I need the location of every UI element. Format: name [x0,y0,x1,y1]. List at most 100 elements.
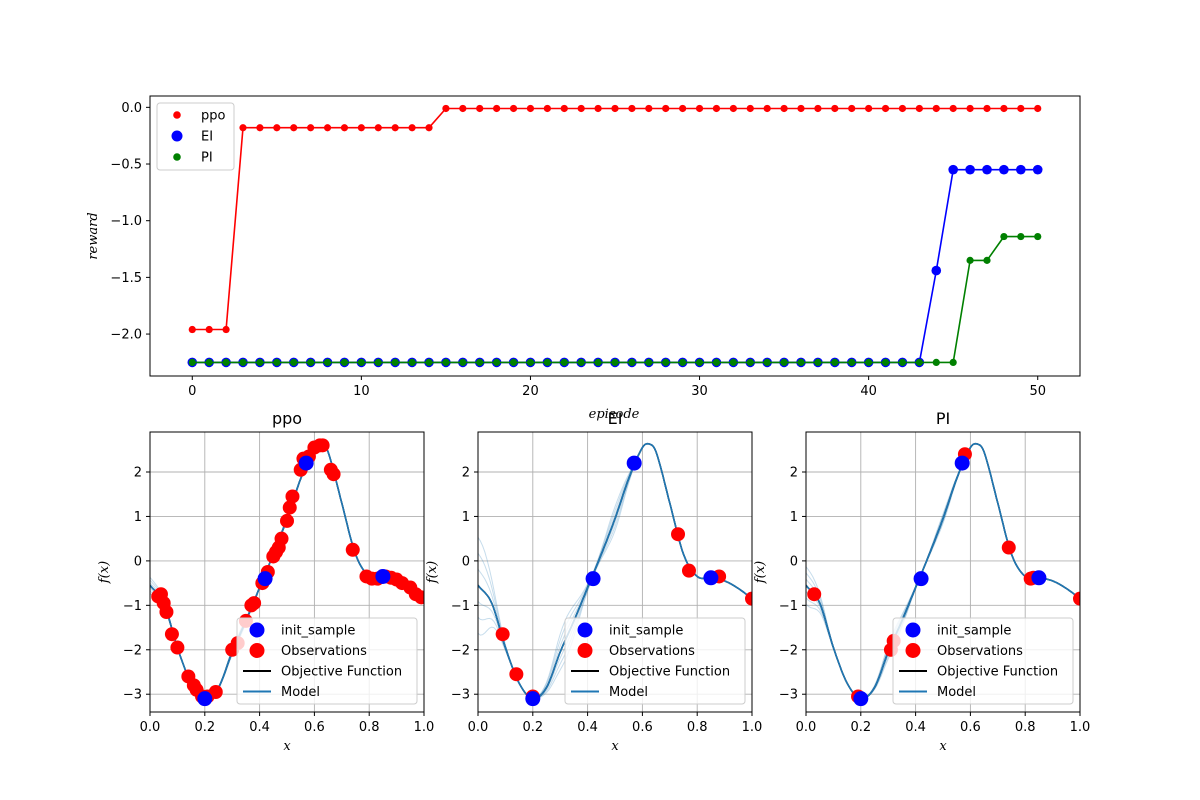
x-tick-label: 50 [1029,384,1046,399]
legend-marker-observations [249,643,265,658]
data-point-PI [662,358,670,366]
data-point-ppo [797,104,805,113]
data-point-ppo [746,104,754,113]
plot-area [150,438,424,707]
y-axis-label: f(x) [97,561,112,584]
x-tick-label: 10 [353,384,370,399]
data-point-ppo [205,325,213,334]
y-tick-label: −2 [451,643,470,658]
data-point-PI [628,358,636,366]
legend: init_sample Observations Objective Functio… [236,617,418,705]
reward-chart: 0 10 20 30 40 50 0.0 −0.5 −1.0 −1.5 −2.0 episode rew… [86,95,1081,422]
x-tick-label: 0.0 [468,720,489,735]
data-point-PI [374,358,382,366]
data-point-PI [645,358,653,366]
observation-point [509,667,524,682]
data-point-PI [949,358,957,366]
data-point-EI [965,164,975,175]
legend: init_sample Observations Objective Functio… [892,617,1074,705]
init-sample-point [298,455,314,471]
legend-label-EI: EI [201,130,213,145]
legend-label: init_sample [281,624,355,639]
init-sample-point [197,691,213,707]
data-point-PI [848,358,856,366]
observation-point [1001,540,1016,555]
data-point-PI [797,358,805,366]
legend-box [156,102,235,171]
data-point-PI [915,358,923,366]
data-point-PI [611,358,619,366]
y-tick-label: 2 [134,466,142,481]
data-point-ppo [273,124,281,132]
data-point-ppo [662,104,670,113]
observation-point [208,685,223,699]
data-point-ppo [898,104,907,113]
y-tick-label: −3 [451,688,470,703]
x-axis-label: episode [589,407,640,422]
data-point-ppo [188,325,196,334]
data-point-ppo [1034,104,1042,113]
data-point-PI [695,358,704,366]
legend-label: Model [609,685,648,700]
data-point-ppo [340,124,349,132]
x-tick-label: 0.2 [194,720,215,735]
observation-point [164,627,179,642]
data-point-ppo [966,104,974,113]
data-point-PI [1000,232,1008,241]
data-point-PI [560,358,568,366]
plot-frame [477,431,753,713]
observation-point [170,640,185,655]
observation-point [681,563,696,578]
data-point-ppo [983,104,991,113]
observation-point [345,542,360,557]
init-sample-point [954,455,970,471]
data-point-PI [323,358,332,366]
data-point-PI [493,358,501,366]
x-tick-label: 0.4 [905,720,926,735]
y-tick-label: 1 [790,510,798,525]
x-tick-label: 20 [522,384,539,399]
legend-label: Observations [281,644,367,659]
legend: init_sample Observations Objective Functio… [564,617,746,705]
data-point-PI [712,358,721,366]
data-point-ppo [256,124,264,132]
data-point-PI [881,358,890,366]
data-point-ppo [307,124,315,132]
data-point-EI [931,265,942,276]
y-tick-label: 2 [790,466,798,481]
data-point-PI [340,358,349,366]
data-point-ppo [560,104,568,113]
legend-box [892,617,1074,705]
data-point-PI [256,358,264,366]
x-tick-label: 1.0 [414,720,435,735]
legend-marker-EI [171,130,183,142]
y-tick-label: 2 [462,466,470,481]
x-tick-label: 1.0 [1070,720,1091,735]
data-point-ppo [949,104,957,113]
legend-label: Objective Function [609,665,730,680]
x-tick-label: 0.4 [249,720,270,735]
data-point-PI [865,358,873,366]
data-point-ppo [763,104,771,113]
data-point-ppo [323,124,332,132]
x-tick-label: 0.2 [850,720,871,735]
subplot-ppo: 0.0 0.2 0.4 0.6 0.8 1.0 2 1 0 −1 −2 −3 ppo x f(x) init_… [97,409,434,754]
observation-point [495,627,510,642]
data-point-ppo [509,104,518,113]
init-sample-point [525,691,541,707]
data-point-EI [1032,164,1043,175]
data-point-ppo [932,104,940,113]
observation-point [282,500,297,515]
legend-marker-observations [577,643,593,658]
data-point-ppo [391,124,399,132]
data-point-ppo [374,124,382,132]
y-tick-label: −2.0 [110,328,142,343]
legend-box [236,617,418,705]
y-tick-label: −1 [123,599,142,614]
data-point-PI [729,358,737,366]
observation-point [285,489,300,504]
data-point-ppo [476,104,484,113]
legend-marker-observations [905,643,921,658]
legend-box [564,617,746,705]
x-axis-label: x [939,739,947,754]
